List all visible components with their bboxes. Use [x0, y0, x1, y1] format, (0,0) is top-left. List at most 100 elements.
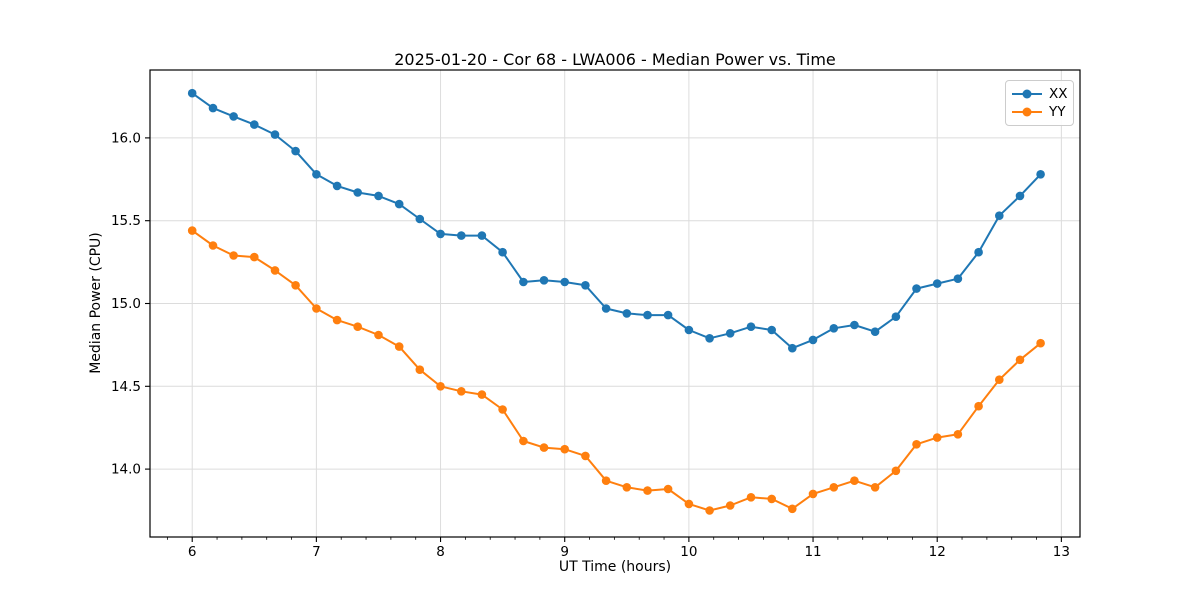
x-tick-label: 13 — [1053, 544, 1070, 560]
data-point-marker — [974, 401, 983, 411]
series-markers-yy — [187, 226, 1045, 515]
data-point-marker — [539, 276, 549, 285]
x-tick-label: 9 — [560, 544, 569, 560]
data-point-marker — [353, 322, 363, 332]
data-point-marker — [1015, 191, 1025, 201]
y-tick-label: 14.5 — [111, 379, 141, 395]
data-point-marker — [725, 501, 735, 510]
data-point-marker — [519, 436, 528, 446]
x-tick-label: 10 — [680, 544, 697, 560]
data-point-marker — [581, 281, 590, 290]
data-point-marker — [312, 304, 321, 313]
data-point-marker — [291, 146, 300, 156]
data-point-marker — [457, 231, 466, 240]
data-point-marker — [767, 494, 776, 504]
y-tick-label: 14.0 — [111, 462, 141, 478]
legend-item-xx: XX — [1012, 85, 1068, 103]
data-point-marker — [684, 325, 694, 335]
data-point-marker — [498, 247, 507, 257]
data-point-marker — [208, 241, 218, 250]
y-tick-label: 16.0 — [111, 130, 141, 146]
y-axis-label: Median Power (CPU) — [88, 232, 104, 374]
data-point-marker — [953, 430, 963, 439]
legend-marker-icon — [1022, 107, 1032, 117]
data-point-marker — [187, 88, 197, 98]
data-point-marker — [374, 330, 383, 340]
data-point-marker — [995, 211, 1004, 220]
data-point-marker — [415, 365, 425, 375]
data-point-marker — [891, 312, 901, 322]
data-point-marker — [436, 229, 445, 239]
data-point-marker — [394, 199, 404, 209]
series-markers-xx — [187, 88, 1045, 353]
data-point-marker — [477, 390, 487, 399]
data-point-marker — [808, 335, 818, 345]
data-point-marker — [767, 325, 776, 335]
data-point-marker — [870, 483, 880, 492]
legend-marker-icon — [1022, 89, 1032, 99]
data-point-marker — [705, 334, 714, 343]
legend-item-yy: YY — [1012, 103, 1066, 121]
legend: XX YY — [1005, 80, 1074, 126]
data-point-marker — [374, 191, 383, 201]
y-tick-label: 15.0 — [111, 296, 141, 312]
legend-label: YY — [1049, 104, 1066, 120]
data-point-marker — [1036, 338, 1045, 348]
data-point-marker — [932, 279, 942, 288]
data-point-marker — [788, 343, 797, 353]
data-point-marker — [601, 476, 611, 486]
data-point-marker — [560, 444, 569, 454]
data-point-marker — [622, 483, 632, 492]
data-point-marker — [353, 188, 363, 197]
data-point-marker — [270, 130, 280, 139]
x-tick-label: 11 — [804, 544, 821, 560]
grid-lines — [150, 70, 1080, 537]
data-point-marker — [643, 310, 652, 320]
data-point-marker — [746, 322, 756, 332]
data-point-marker — [250, 252, 259, 262]
data-point-marker — [560, 277, 569, 287]
data-point-marker — [932, 433, 942, 442]
data-point-marker — [229, 112, 238, 121]
data-point-marker — [974, 247, 983, 257]
data-point-marker — [850, 320, 859, 330]
data-point-marker — [725, 329, 735, 338]
data-point-marker — [643, 486, 652, 495]
data-point-marker — [663, 484, 673, 494]
x-tick-label: 7 — [312, 544, 321, 560]
data-point-marker — [581, 451, 590, 461]
series-line-yy — [191, 229, 1042, 512]
legend-line-sample-xx — [1012, 89, 1042, 99]
data-point-marker — [870, 327, 880, 337]
data-point-marker — [187, 226, 197, 235]
data-point-marker — [498, 405, 507, 414]
data-point-marker — [995, 375, 1004, 385]
data-point-marker — [829, 324, 839, 333]
tick-labels: 6 7 8 9 10 11 12 13 14.0 14.5 15.0 15.5 16.0 — [111, 130, 1070, 560]
legend-line-sample-yy — [1012, 107, 1042, 117]
data-point-marker — [229, 251, 238, 260]
data-point-marker — [394, 342, 404, 351]
data-point-marker — [436, 382, 445, 391]
data-point-marker — [829, 483, 839, 492]
data-point-marker — [953, 274, 963, 284]
data-point-marker — [1015, 355, 1025, 365]
data-point-marker — [746, 493, 756, 502]
x-tick-label: 12 — [929, 544, 946, 560]
data-point-marker — [1036, 170, 1045, 179]
data-point-marker — [601, 304, 611, 313]
axis-ticks — [145, 137, 1062, 542]
data-point-marker — [332, 315, 342, 325]
data-point-marker — [891, 466, 901, 476]
data-point-marker — [477, 231, 487, 240]
data-point-marker — [912, 440, 921, 449]
data-point-marker — [539, 443, 549, 452]
data-point-marker — [457, 387, 466, 396]
x-tick-label: 6 — [188, 544, 197, 560]
data-point-marker — [312, 170, 321, 179]
data-point-marker — [850, 476, 859, 486]
y-tick-label: 15.5 — [111, 213, 141, 229]
data-point-marker — [912, 284, 921, 293]
